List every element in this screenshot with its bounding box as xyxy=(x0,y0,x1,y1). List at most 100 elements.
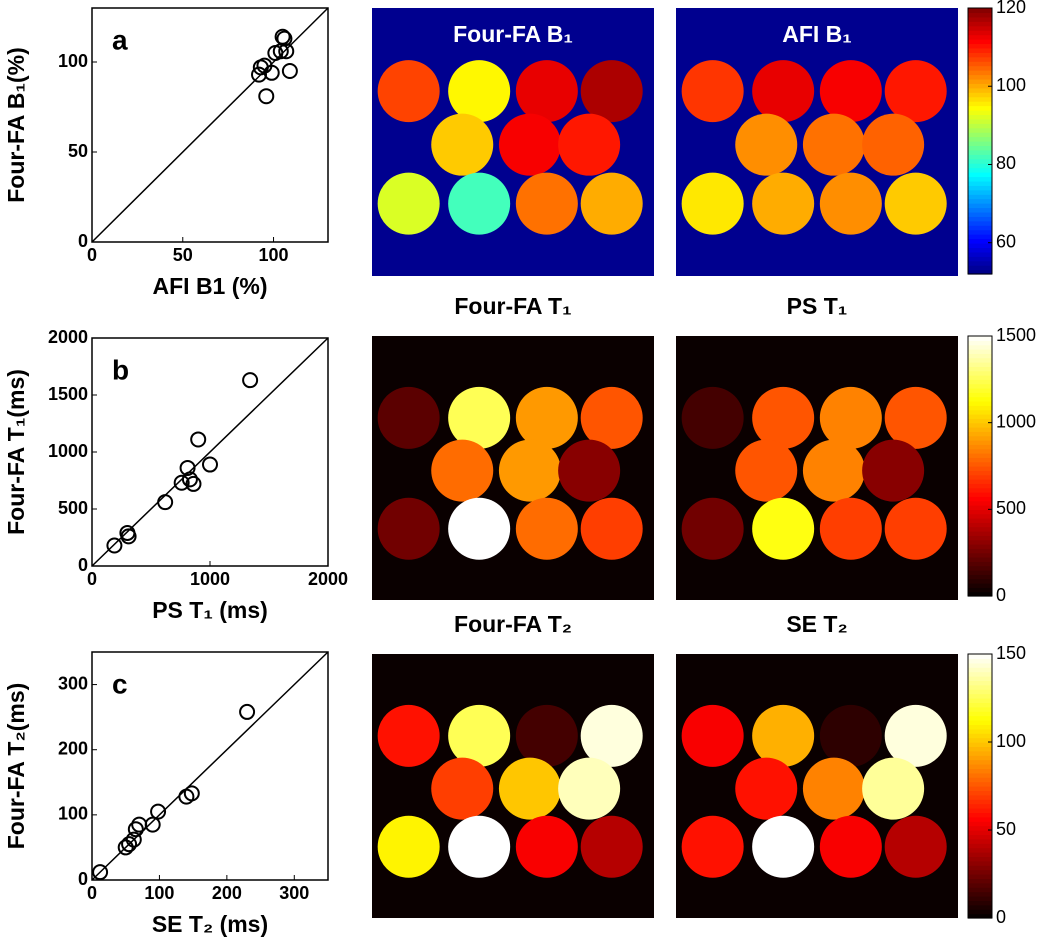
colorbar-segment xyxy=(968,852,992,857)
phantom-vial xyxy=(819,172,882,235)
colorbar-segment xyxy=(968,887,992,893)
phantom-vial xyxy=(681,815,744,878)
colorbar-segment xyxy=(968,662,992,668)
colorbar-segment xyxy=(968,127,992,133)
data-point xyxy=(185,475,202,492)
x-tick-label: 100 xyxy=(259,245,289,265)
colorbar-segment xyxy=(968,750,992,756)
colorbar-segment xyxy=(968,720,992,725)
colorbar-segment xyxy=(968,591,992,597)
colorbar-segment xyxy=(968,658,992,664)
colorbar-segment xyxy=(968,578,992,584)
data-point xyxy=(281,63,298,79)
phantom-vial xyxy=(580,172,643,235)
colorbar-segment xyxy=(968,336,992,341)
colorbar-segment xyxy=(968,8,992,14)
x-tick-label: 50 xyxy=(173,245,193,265)
colorbar-segment xyxy=(968,388,992,393)
phantom-vial xyxy=(819,60,882,123)
data-point xyxy=(144,816,161,833)
data-point xyxy=(183,785,200,802)
colorbar-segment xyxy=(968,366,992,372)
colorbar-segment xyxy=(968,211,992,217)
colorbar-segment xyxy=(968,522,992,528)
colorbar-segment xyxy=(968,715,992,721)
colorbar-segment xyxy=(968,557,992,562)
x-tick-label: 0 xyxy=(87,245,97,265)
colorbar-segment xyxy=(968,680,992,686)
colorbar-segment xyxy=(968,702,992,708)
colorbar-tick-label: 1500 xyxy=(996,325,1036,345)
phantom-vial xyxy=(819,497,882,560)
colorbar-segment xyxy=(968,474,992,480)
x-axis-label: SE T₂ (ms) xyxy=(152,911,268,937)
colorbar-segment xyxy=(968,234,992,240)
phantom-vial xyxy=(558,757,621,820)
y-tick-label: 1500 xyxy=(48,384,88,404)
phantom-vial xyxy=(752,497,815,560)
phantom-vial xyxy=(681,172,744,235)
colorbar-frame xyxy=(967,653,993,919)
colorbar-segment xyxy=(968,247,992,253)
phantom-vial xyxy=(431,113,494,176)
colorbar-segment xyxy=(968,172,992,178)
phantom-vial xyxy=(448,60,511,123)
colorbar-segment xyxy=(968,500,992,506)
colorbar-segment xyxy=(968,461,992,467)
colorbar-segment xyxy=(968,362,992,367)
colorbar-segment xyxy=(968,724,992,730)
map-title: SE T₂ xyxy=(786,611,847,637)
colorbar-segment xyxy=(968,561,992,567)
phantom-vial xyxy=(802,757,865,820)
colorbar-segment xyxy=(968,56,992,62)
colorbar-tick-label: 60 xyxy=(996,231,1016,251)
y-axis-label: Four-FA T₂(ms) xyxy=(3,683,29,850)
colorbar-segment xyxy=(968,52,992,58)
colorbar-segment xyxy=(968,453,992,458)
colorbar-segment xyxy=(968,768,992,774)
colorbar-segment xyxy=(968,440,992,445)
phantom-vial xyxy=(752,704,815,767)
colorbar-segment xyxy=(968,101,992,107)
colorbar-segment xyxy=(968,444,992,450)
colorbar-tick-label: 0 xyxy=(996,907,1006,927)
plot-frame xyxy=(91,651,329,881)
colorbar-segment xyxy=(968,693,992,699)
colorbar-segment xyxy=(968,220,992,226)
x-tick-label: 300 xyxy=(279,883,309,903)
plot-frame xyxy=(91,7,329,243)
data-point xyxy=(239,703,256,720)
x-tick-label: 200 xyxy=(212,883,242,903)
colorbar-segment xyxy=(968,167,992,173)
colorbar-segment xyxy=(968,357,992,363)
x-tick-label: 1000 xyxy=(190,569,230,589)
identity-line xyxy=(91,7,329,243)
colorbar-segment xyxy=(968,843,992,849)
phantom-vial xyxy=(515,172,578,235)
x-axis-label: AFI B1 (%) xyxy=(153,273,268,299)
colorbar-segment xyxy=(968,728,992,734)
colorbar-segment xyxy=(968,746,992,752)
colorbar-segment xyxy=(968,671,992,677)
colorbar-segment xyxy=(968,781,992,787)
phantom-vial xyxy=(448,497,511,560)
colorbar-segment xyxy=(968,684,992,690)
colorbar-segment xyxy=(968,414,992,419)
phantom-vial xyxy=(884,497,947,560)
colorbar-segment xyxy=(968,909,992,915)
x-tick-label: 2000 xyxy=(308,569,348,589)
phantom-vial xyxy=(862,439,925,502)
colorbar-segment xyxy=(968,891,992,897)
data-point xyxy=(278,43,295,60)
y-axis-label: Four-FA T₁(ms) xyxy=(3,369,29,535)
data-point xyxy=(181,471,198,488)
x-tick-label: 100 xyxy=(144,883,174,903)
colorbar-segment xyxy=(968,882,992,888)
colorbar-segment xyxy=(968,856,992,862)
data-point xyxy=(127,821,144,838)
colorbar-segment xyxy=(968,565,992,571)
y-tick-label: 500 xyxy=(58,498,88,518)
data-point xyxy=(92,864,109,881)
colorbar-segment xyxy=(968,790,992,796)
colorbar-segment xyxy=(968,431,992,437)
